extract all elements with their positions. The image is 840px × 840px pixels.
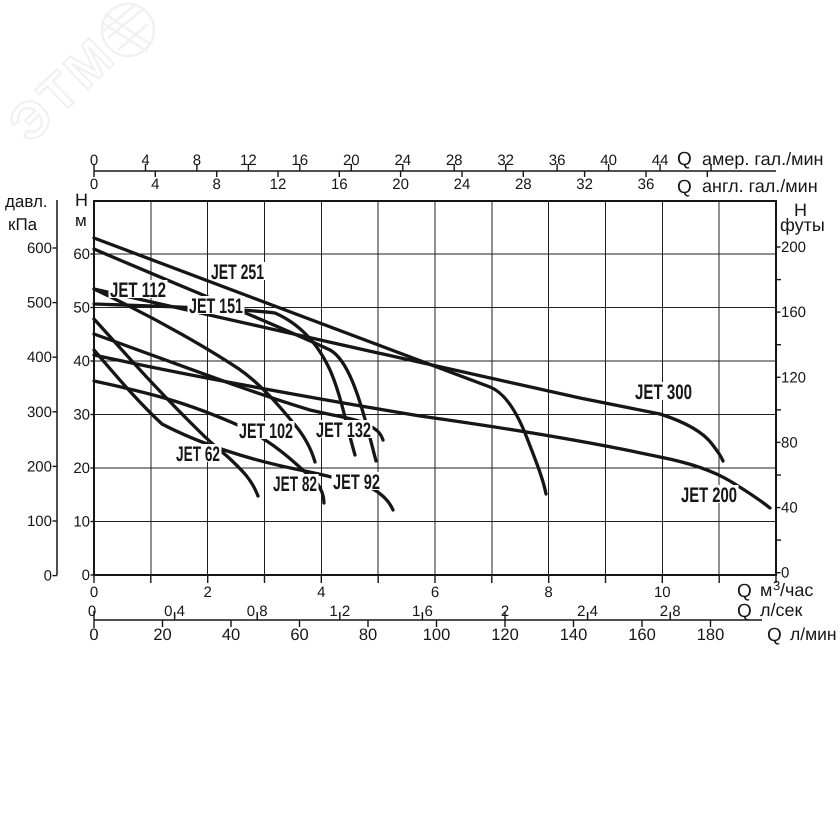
svg-text:JET 132: JET 132 xyxy=(316,419,371,442)
svg-text:160: 160 xyxy=(628,626,656,644)
svg-text:32: 32 xyxy=(576,176,593,193)
svg-text:200: 200 xyxy=(27,458,52,475)
svg-text:4: 4 xyxy=(317,584,325,601)
svg-text:JET 300: JET 300 xyxy=(635,381,692,404)
svg-text:40: 40 xyxy=(781,500,798,517)
svg-text:44: 44 xyxy=(652,152,669,169)
svg-text:80: 80 xyxy=(781,434,798,451)
svg-text:3: 3 xyxy=(773,578,780,593)
svg-text:24: 24 xyxy=(454,176,471,193)
svg-text:10: 10 xyxy=(73,514,90,531)
svg-text:давл.: давл. xyxy=(5,192,48,211)
svg-text:20: 20 xyxy=(153,626,171,644)
svg-text:60: 60 xyxy=(73,246,90,263)
svg-text:амер. гал./мин: амер. гал./мин xyxy=(702,149,823,169)
svg-text:160: 160 xyxy=(781,304,806,321)
svg-text:м: м xyxy=(75,211,87,230)
svg-text:0: 0 xyxy=(89,626,98,644)
svg-text:8: 8 xyxy=(193,152,201,169)
svg-text:20: 20 xyxy=(343,152,360,169)
svg-text:140: 140 xyxy=(560,626,588,644)
svg-text:20: 20 xyxy=(73,460,90,477)
svg-text:Q: Q xyxy=(677,149,692,170)
svg-text:40: 40 xyxy=(600,152,617,169)
svg-text:120: 120 xyxy=(491,626,519,644)
svg-text:100: 100 xyxy=(27,513,52,530)
svg-text:300: 300 xyxy=(27,404,52,421)
svg-text:2,8: 2,8 xyxy=(660,603,681,620)
svg-text:200: 200 xyxy=(781,239,806,256)
svg-text:50: 50 xyxy=(73,300,90,317)
svg-text:JET 251: JET 251 xyxy=(211,261,264,284)
svg-text:Q: Q xyxy=(737,581,752,602)
svg-text:180: 180 xyxy=(697,626,725,644)
svg-text:28: 28 xyxy=(515,176,532,193)
svg-text:32: 32 xyxy=(497,152,514,169)
svg-text:0: 0 xyxy=(82,567,90,584)
svg-text:JET 92: JET 92 xyxy=(333,471,380,494)
svg-text:12: 12 xyxy=(240,152,257,169)
svg-text:/час: /час xyxy=(780,580,813,600)
svg-text:JET 200: JET 200 xyxy=(681,484,737,507)
svg-text:40: 40 xyxy=(222,626,240,644)
svg-text:кПа: кПа xyxy=(8,215,38,234)
svg-text:10: 10 xyxy=(654,584,671,601)
svg-text:футы: футы xyxy=(780,215,825,235)
svg-text:40: 40 xyxy=(73,353,90,370)
svg-text:36: 36 xyxy=(638,176,655,193)
svg-text:24: 24 xyxy=(394,152,411,169)
svg-text:16: 16 xyxy=(331,176,348,193)
svg-text:1,2: 1,2 xyxy=(329,603,350,620)
svg-text:80: 80 xyxy=(359,626,377,644)
svg-text:JET 102: JET 102 xyxy=(239,420,293,443)
svg-text:100: 100 xyxy=(423,626,451,644)
svg-text:30: 30 xyxy=(73,407,90,424)
svg-text:16: 16 xyxy=(291,152,308,169)
svg-text:JET 62: JET 62 xyxy=(176,443,220,466)
svg-text:2: 2 xyxy=(501,603,509,620)
svg-text:H: H xyxy=(75,190,88,210)
svg-text:Q: Q xyxy=(737,601,752,622)
svg-text:4: 4 xyxy=(141,152,149,169)
svg-text:2,4: 2,4 xyxy=(577,603,598,620)
svg-text:л/мин: л/мин xyxy=(790,624,837,644)
svg-text:400: 400 xyxy=(27,349,52,366)
svg-text:0: 0 xyxy=(90,176,98,193)
svg-text:англ. гал./мин: англ. гал./мин xyxy=(702,176,818,196)
svg-text:12: 12 xyxy=(270,176,287,193)
svg-text:JET 112: JET 112 xyxy=(110,279,166,302)
svg-text:м: м xyxy=(760,580,772,600)
svg-text:0: 0 xyxy=(88,603,96,620)
svg-text:8: 8 xyxy=(544,584,552,601)
svg-text:0: 0 xyxy=(781,565,789,582)
svg-text:6: 6 xyxy=(431,584,439,601)
svg-text:JET 151: JET 151 xyxy=(189,295,243,318)
svg-text:1,6: 1,6 xyxy=(412,603,433,620)
svg-text:600: 600 xyxy=(27,240,52,257)
svg-text:0,4: 0,4 xyxy=(164,603,185,620)
svg-text:Q: Q xyxy=(767,625,782,646)
svg-text:0: 0 xyxy=(90,152,98,169)
svg-text:0: 0 xyxy=(44,568,52,585)
svg-text:120: 120 xyxy=(781,369,806,386)
svg-text:0,8: 0,8 xyxy=(247,603,268,620)
svg-text:4: 4 xyxy=(151,176,159,193)
svg-text:60: 60 xyxy=(290,626,308,644)
svg-text:JET 82: JET 82 xyxy=(273,473,317,496)
svg-text:20: 20 xyxy=(392,176,409,193)
svg-text:Q: Q xyxy=(677,177,692,198)
svg-text:28: 28 xyxy=(446,152,463,169)
svg-text:8: 8 xyxy=(213,176,221,193)
svg-text:0: 0 xyxy=(90,584,98,601)
svg-text:H: H xyxy=(794,200,807,220)
svg-text:500: 500 xyxy=(27,295,52,312)
svg-text:л/сек: л/сек xyxy=(760,600,803,620)
svg-text:36: 36 xyxy=(549,152,566,169)
svg-text:2: 2 xyxy=(204,584,212,601)
